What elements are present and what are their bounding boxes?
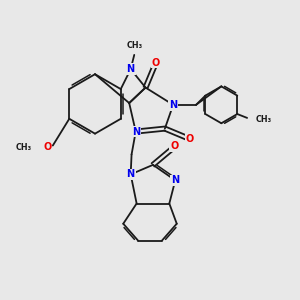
Text: O: O [43,142,52,152]
Text: N: N [171,175,179,185]
Text: N: N [127,169,135,179]
Text: CH₃: CH₃ [255,115,271,124]
Text: N: N [127,64,135,74]
Text: CH₃: CH₃ [16,142,32,152]
Text: N: N [169,100,177,110]
Text: N: N [132,127,140,136]
Text: CH₃: CH₃ [126,41,142,50]
Text: O: O [186,134,194,144]
Text: O: O [152,58,160,68]
Text: O: O [170,141,178,152]
